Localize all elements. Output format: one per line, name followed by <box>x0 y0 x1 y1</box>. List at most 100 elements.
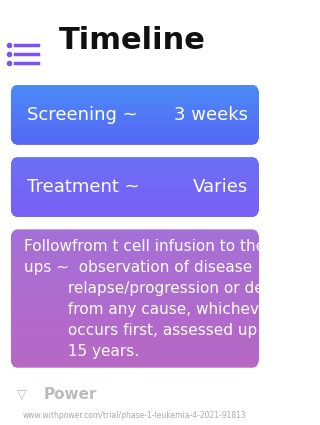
Bar <box>11 200 259 201</box>
Bar <box>11 108 259 110</box>
Bar <box>11 208 259 210</box>
Bar <box>11 193 259 195</box>
Bar <box>11 111 259 113</box>
Bar <box>11 109 259 110</box>
Bar <box>11 215 259 216</box>
Bar <box>11 283 259 285</box>
Bar <box>11 174 259 175</box>
Bar <box>11 87 259 88</box>
Bar <box>11 212 259 213</box>
Bar <box>11 196 259 197</box>
Bar <box>11 238 259 240</box>
Bar <box>11 211 259 212</box>
Bar <box>11 302 259 304</box>
Bar <box>11 131 259 133</box>
Bar <box>11 91 259 92</box>
Bar <box>11 204 259 206</box>
Bar <box>11 107 259 108</box>
Bar <box>11 98 259 99</box>
Bar <box>11 167 259 168</box>
Bar <box>11 296 259 298</box>
Bar <box>11 307 259 309</box>
Bar <box>11 303 259 306</box>
Bar <box>11 243 259 245</box>
Bar <box>11 241 259 243</box>
Bar <box>11 310 259 312</box>
Bar <box>11 128 259 129</box>
Text: Timeline: Timeline <box>59 26 206 55</box>
Bar <box>11 234 259 236</box>
Bar <box>11 119 259 120</box>
Bar <box>11 199 259 201</box>
Bar <box>11 122 259 123</box>
Bar <box>11 159 259 160</box>
Bar <box>11 341 259 343</box>
Bar <box>11 362 259 364</box>
Bar <box>11 91 259 92</box>
Bar <box>11 209 259 210</box>
Bar <box>11 166 259 167</box>
Text: Varies: Varies <box>193 178 248 196</box>
Bar <box>11 93 259 94</box>
Bar <box>11 267 259 269</box>
Bar <box>11 125 259 126</box>
Bar <box>11 86 259 87</box>
Bar <box>11 180 259 181</box>
Bar <box>11 127 259 128</box>
Bar <box>11 163 259 164</box>
Bar <box>11 176 259 177</box>
Bar <box>11 110 259 111</box>
Bar <box>11 133 259 134</box>
Bar <box>11 140 259 141</box>
Bar <box>11 171 259 172</box>
Bar <box>11 187 259 189</box>
Bar <box>11 255 259 257</box>
Bar <box>11 176 259 177</box>
Bar <box>11 116 259 117</box>
Bar <box>11 346 259 348</box>
Bar <box>11 177 259 178</box>
Bar <box>11 260 259 262</box>
Bar <box>11 198 259 200</box>
Bar <box>11 340 259 342</box>
Bar <box>11 271 259 273</box>
Bar <box>11 203 259 204</box>
Bar <box>11 324 259 326</box>
Bar <box>11 232 259 235</box>
Bar <box>11 181 259 182</box>
Bar <box>11 137 259 139</box>
Bar <box>11 160 259 161</box>
Bar <box>11 345 259 347</box>
Bar <box>11 117 259 119</box>
Bar <box>11 229 259 231</box>
Bar <box>11 288 259 290</box>
Bar <box>11 322 259 324</box>
Bar <box>11 309 259 311</box>
Bar <box>11 245 259 247</box>
Bar <box>11 314 259 316</box>
Bar <box>11 198 259 199</box>
Bar <box>11 326 259 328</box>
Bar <box>11 258 259 261</box>
Bar <box>11 276 259 278</box>
Bar <box>11 207 259 208</box>
Bar <box>11 201 259 202</box>
Bar <box>11 257 259 259</box>
Bar <box>11 88 259 90</box>
Bar <box>11 354 259 356</box>
Bar <box>11 279 259 281</box>
Bar <box>11 136 259 137</box>
Bar <box>11 105 259 106</box>
Bar <box>11 189 259 190</box>
Bar <box>11 125 259 127</box>
Bar <box>11 236 259 238</box>
Bar <box>11 162 259 163</box>
Bar <box>11 85 259 87</box>
Bar <box>11 351 259 354</box>
Bar <box>11 331 259 333</box>
Bar <box>11 312 259 314</box>
Text: ▽: ▽ <box>17 388 26 401</box>
Bar <box>11 239 259 241</box>
Bar <box>11 298 259 300</box>
Bar <box>11 184 259 185</box>
